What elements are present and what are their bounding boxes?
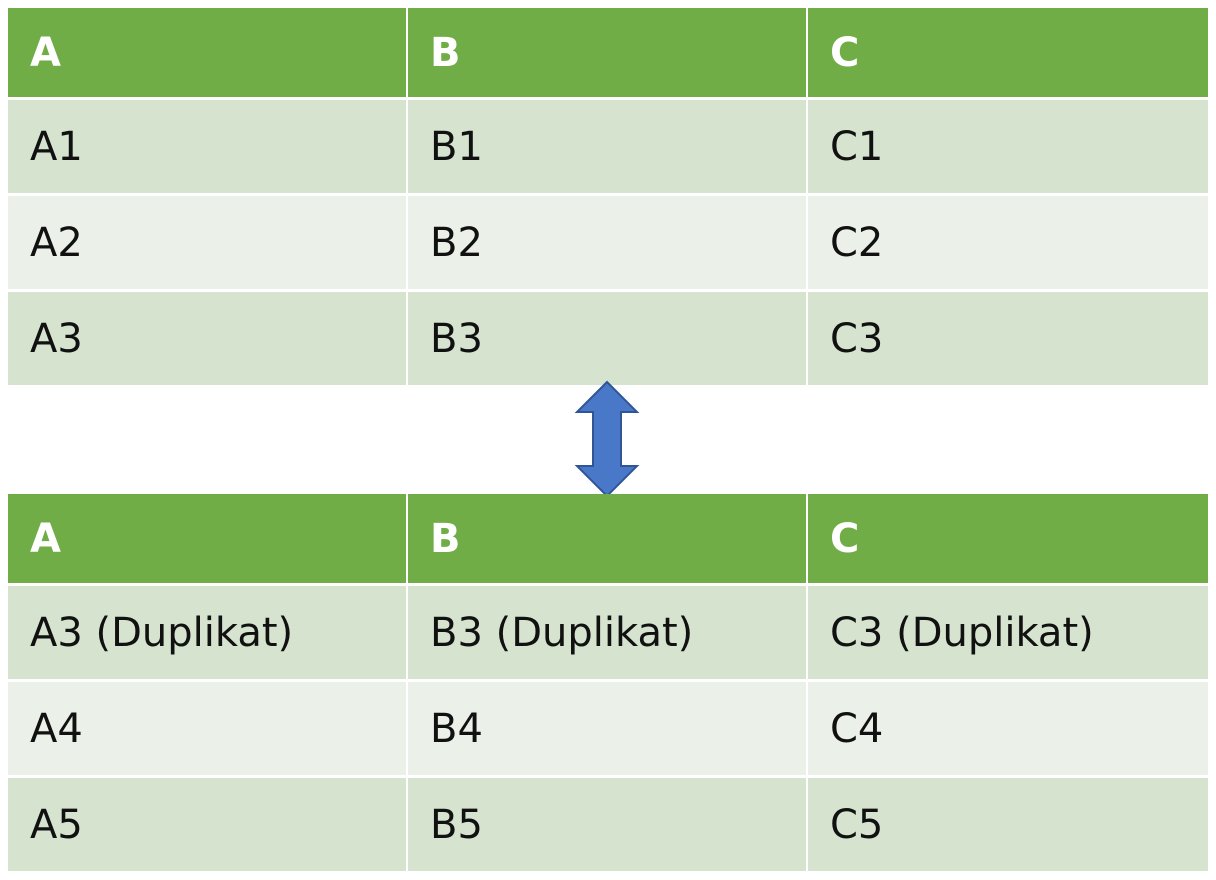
table-cell: C5 bbox=[808, 778, 1208, 871]
table-cell: C3 bbox=[808, 292, 1208, 385]
table-cell: B2 bbox=[408, 196, 806, 289]
table-cell: A5 bbox=[8, 778, 406, 871]
header-cell: A bbox=[8, 8, 406, 97]
table-cell: A4 bbox=[8, 682, 406, 775]
table-bottom: A B C A3 (Duplikat) B3 (Duplikat) C3 (Du… bbox=[8, 494, 1208, 871]
table-cell: B4 bbox=[408, 682, 806, 775]
table-cell: C4 bbox=[808, 682, 1208, 775]
header-cell: A bbox=[8, 494, 406, 583]
header-cell: C bbox=[808, 8, 1208, 97]
header-cell: C bbox=[808, 494, 1208, 583]
table-cell: C3 (Duplikat) bbox=[808, 586, 1208, 679]
table-cell: C1 bbox=[808, 100, 1208, 193]
table-cell: A1 bbox=[8, 100, 406, 193]
table-cell: A2 bbox=[8, 196, 406, 289]
table-cell: C2 bbox=[808, 196, 1208, 289]
table-cell: A3 (Duplikat) bbox=[8, 586, 406, 679]
double-arrow-icon bbox=[574, 380, 640, 498]
table-cell: B1 bbox=[408, 100, 806, 193]
table-cell: B5 bbox=[408, 778, 806, 871]
header-cell: B bbox=[408, 494, 806, 583]
header-cell: B bbox=[408, 8, 806, 97]
table-cell: B3 bbox=[408, 292, 806, 385]
table-cell: A3 bbox=[8, 292, 406, 385]
table-top: A B C A1 B1 C1 A2 B2 C2 A3 B3 C3 bbox=[8, 8, 1208, 385]
table-cell: B3 (Duplikat) bbox=[408, 586, 806, 679]
